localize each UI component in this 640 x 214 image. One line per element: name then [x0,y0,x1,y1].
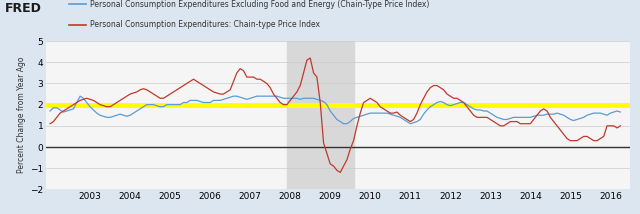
Y-axis label: Percent Change from Year Ago: Percent Change from Year Ago [17,57,26,174]
Text: FRED: FRED [5,2,42,15]
Text: Personal Consumption Expenditures Excluding Food and Energy (Chain-Type Price In: Personal Consumption Expenditures Exclud… [90,0,429,9]
Bar [287,41,353,189]
Text: Personal Consumption Expenditures: Chain-type Price Index: Personal Consumption Expenditures: Chain… [90,20,319,29]
